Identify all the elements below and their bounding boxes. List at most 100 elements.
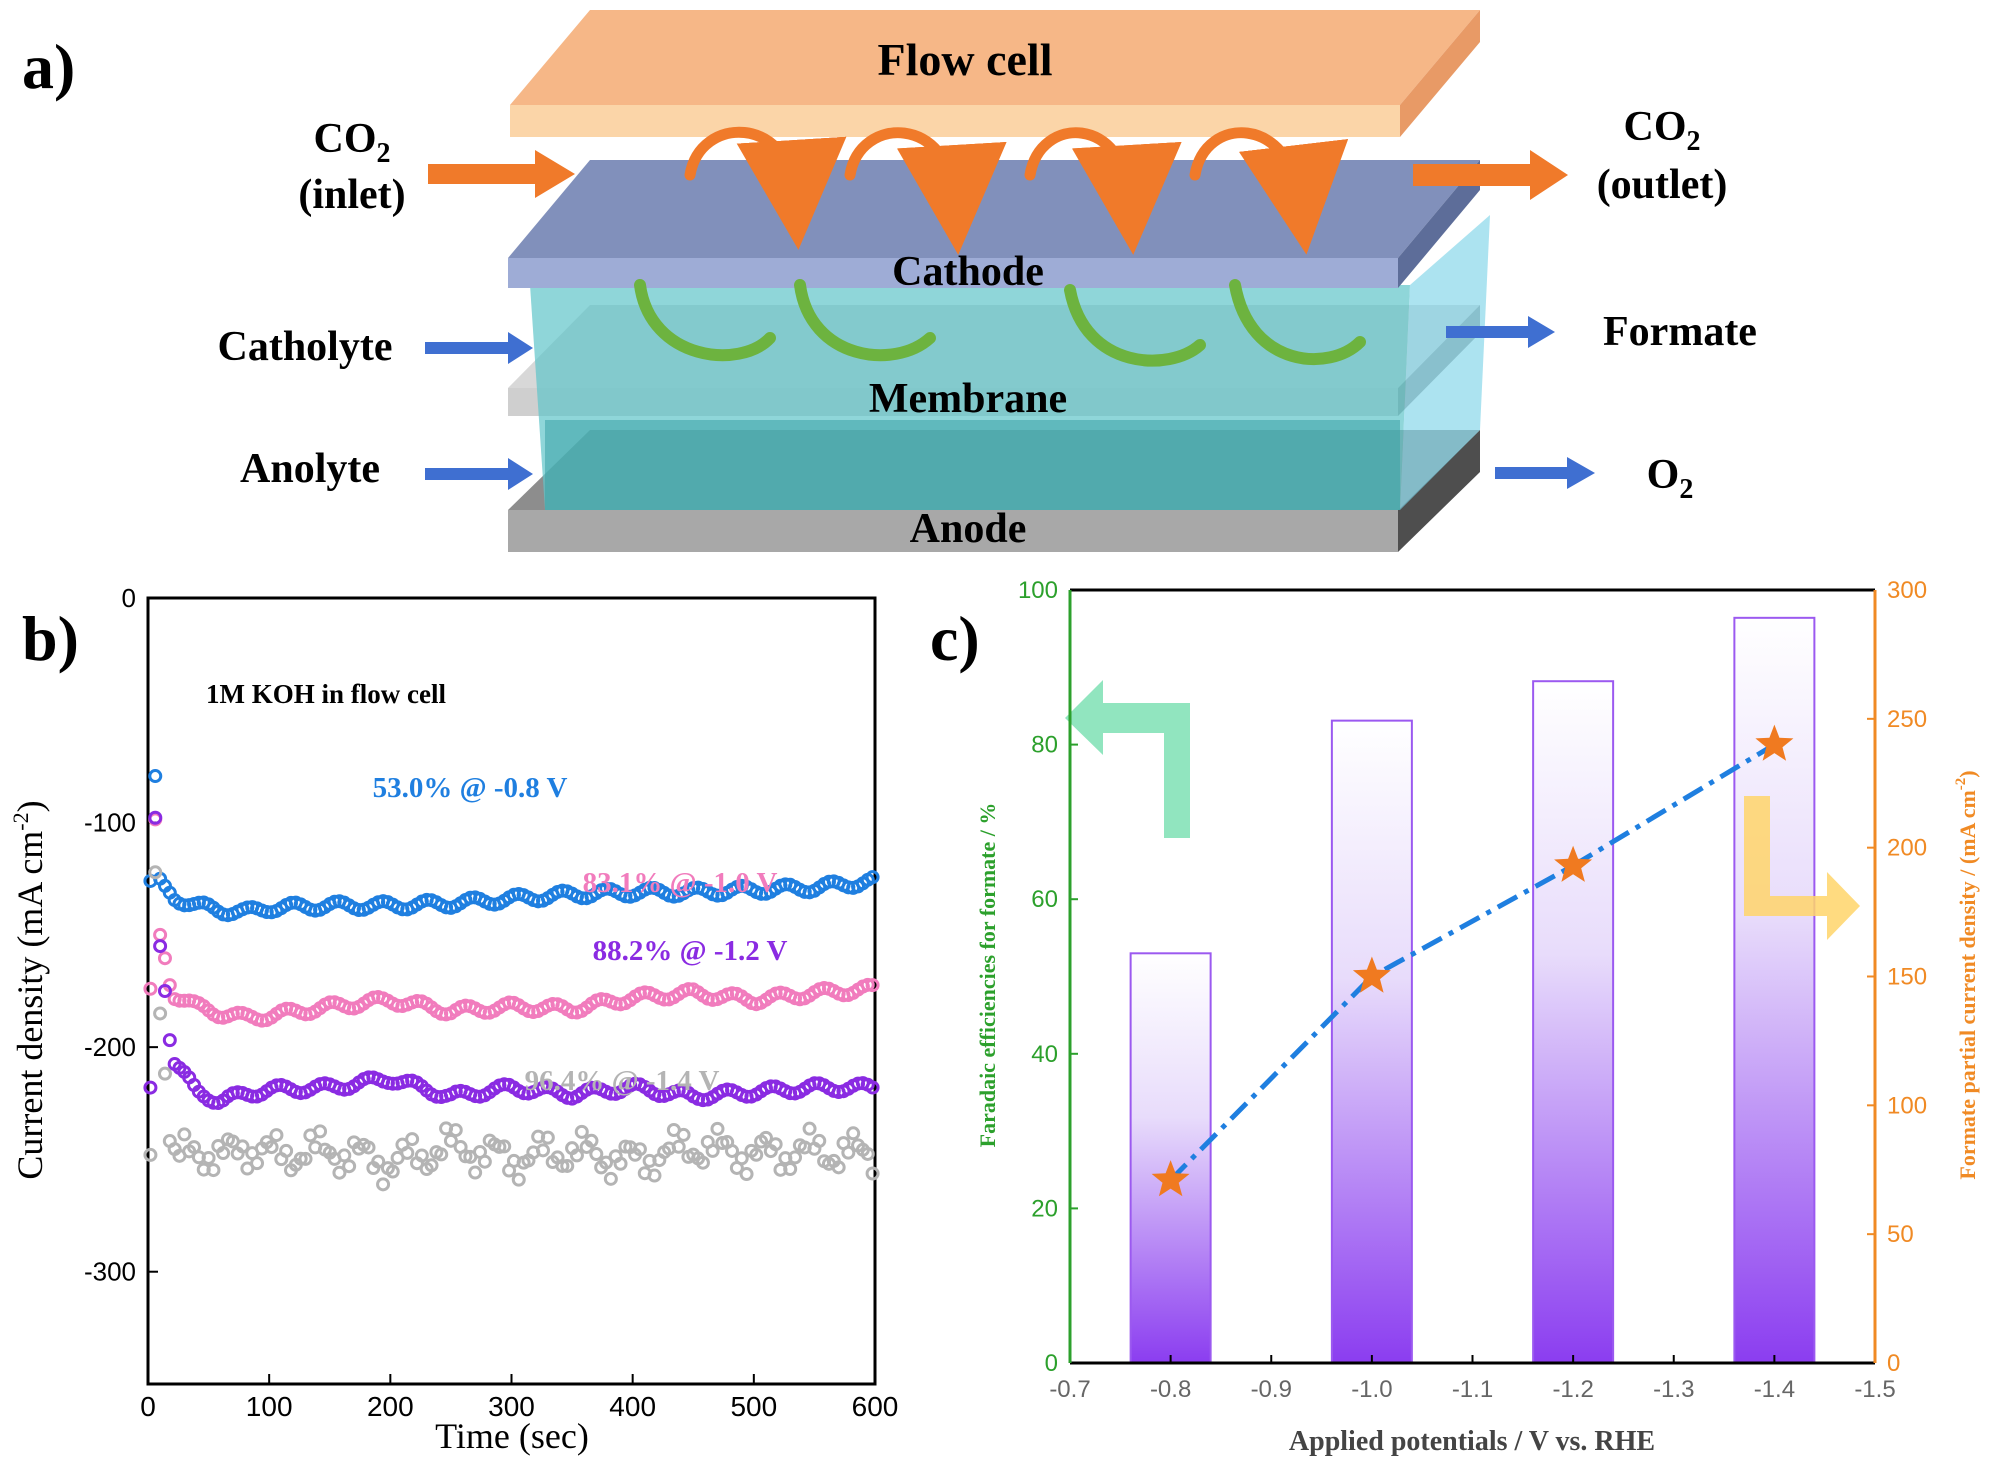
partial-current-marker: [1554, 845, 1593, 882]
series-2-point: [143, 1080, 158, 1095]
fe-bar: [1129, 952, 1212, 1364]
series-3-point: [739, 1167, 754, 1182]
co2-outlet-label: CO2: [1624, 104, 1701, 157]
series-3-point: [865, 1166, 880, 1181]
series-1-point: [157, 951, 172, 966]
co2-outlet-note: (outlet): [1597, 162, 1728, 208]
series-3-point: [201, 1150, 216, 1165]
membrane-label: Membrane: [869, 376, 1067, 422]
plot-b-ylabel-close: ): [10, 800, 50, 812]
series-3-point: [143, 1147, 158, 1162]
plot-c-xtick-label: -1.5: [1854, 1376, 1895, 1403]
series-3-point: [342, 1159, 357, 1174]
series-3-point: [783, 1162, 798, 1177]
series-2-point: [153, 939, 168, 954]
series-3-point: [269, 1128, 284, 1143]
green-curve-arrow-3: [1064, 284, 1206, 367]
plot-b-ytick-label: 0: [122, 583, 136, 613]
plot-b-series: 53.0% @ -0.8 V 83.1% @ -1.0 V 88.2% @ -1.2…: [143, 769, 880, 1192]
plot-c-ylabel-right: Formate partial current density / (mA cm…: [1953, 770, 1980, 1179]
plot-c-xtick-label: -0.8: [1150, 1376, 1191, 1403]
o2-main: O: [1647, 452, 1680, 498]
series-3-point: [603, 1171, 618, 1186]
series-3: 96.4% @ -1.4 V: [143, 865, 880, 1192]
plot-c-yright-tick-label: 150: [1887, 964, 1927, 991]
plot-c-yleft-tick-label: 40: [1031, 1041, 1058, 1068]
series-3-point: [337, 1148, 352, 1163]
series-3-point: [831, 1160, 846, 1175]
series-3-point: [725, 1143, 740, 1158]
plot-b-xtick-label: 400: [609, 1391, 656, 1422]
series-3-point: [250, 1156, 265, 1171]
series-1-point: [865, 978, 880, 993]
co2-outlet-sub: 2: [1687, 126, 1701, 157]
series-3-point: [177, 1127, 192, 1142]
series-0: 53.0% @ -0.8 V: [143, 769, 880, 923]
series-2-label: 88.2% @ -1.2 V: [593, 935, 788, 967]
series-3-point: [812, 1133, 827, 1148]
series-3-point: [206, 1163, 221, 1178]
plot-c-line: [1151, 724, 1794, 1197]
series-0-point: [865, 870, 880, 885]
series-3-point: [443, 1133, 458, 1148]
series-3-point: [788, 1150, 803, 1165]
panel-b: b) 0 100 200 300 400 500 600 0 -100 -200 -300 53.0…: [8, 583, 898, 1456]
catholyte-arrow: [425, 332, 533, 364]
anolyte-label: Anolyte: [240, 446, 380, 492]
plot-c-xtick-label: -1.4: [1754, 1376, 1795, 1403]
plot-c-xtick-label: -1.1: [1452, 1376, 1493, 1403]
series-3-point: [216, 1146, 231, 1161]
partial-current-marker: [1755, 724, 1794, 761]
series-0-point: [148, 769, 163, 784]
fe-bar: [1330, 719, 1413, 1364]
plot-c-yleft-tick-label: 80: [1031, 732, 1058, 759]
co2-inlet-note: (inlet): [298, 172, 405, 218]
series-1: 83.1% @ -1.0 V: [143, 812, 880, 1028]
plot-b-xtick-label: 200: [367, 1391, 414, 1422]
panel-c: c) -0.7 -0.8 -0.9 -1.0 -1.1 -1.2 -1.3 -1.4 -1.50…: [930, 577, 1980, 1457]
o2-sub: 2: [1679, 474, 1693, 505]
right-axis-direction-arrow: [1744, 796, 1860, 940]
plot-c-yleft-tick-label: 100: [1018, 577, 1058, 604]
series-2-point: [157, 984, 172, 998]
plot-b-xlabel: Time (sec): [435, 1416, 589, 1456]
panel-c-label: c): [930, 603, 980, 674]
plot-b-xtick-label: 100: [246, 1391, 293, 1422]
series-3-point: [710, 1121, 725, 1136]
series-3-point: [758, 1130, 773, 1145]
anode-label: Anode: [910, 506, 1027, 552]
co2-inlet-arrow: [428, 150, 575, 198]
fe-bar: [1532, 680, 1615, 1364]
catholyte-label: Catholyte: [218, 324, 393, 370]
co2-outlet-main: CO: [1624, 104, 1687, 150]
plot-b-annotation: 1M KOH in flow cell: [206, 679, 446, 709]
series-3-point: [293, 1151, 308, 1166]
series-3-point: [574, 1124, 589, 1139]
plot-c-yright-tick-label: 50: [1887, 1221, 1914, 1248]
plot-c-ticks: -0.7 -0.8 -0.9 -1.0 -1.1 -1.2 -1.3 -1.4 -1.50204…: [1018, 577, 1927, 1403]
series-3-point: [569, 1148, 584, 1163]
partial-current-marker: [1352, 956, 1391, 993]
plot-b-frame: [146, 596, 877, 1386]
series-2-point: [162, 1033, 177, 1048]
series-3-point: [235, 1139, 250, 1154]
series-3-point: [448, 1123, 463, 1138]
plot-b-ytick-label: -200: [84, 1032, 136, 1062]
plot-c-xlabel: Applied potentials / V vs. RHE: [1289, 1426, 1655, 1457]
series-2: 88.2% @ -1.2 V: [143, 810, 880, 1111]
plot-c-yleft-tick-label: 20: [1031, 1195, 1058, 1222]
co2-curve-arrow-1: [684, 126, 847, 250]
series-3-point: [676, 1127, 691, 1142]
series-3-point: [157, 1066, 172, 1081]
series-2-point: [865, 1080, 880, 1095]
plot-b-ylabel: Current density (mA cm-2): [8, 800, 50, 1179]
series-3-point: [536, 1143, 551, 1158]
series-3-point: [768, 1137, 783, 1152]
cathode-label: Cathode: [892, 249, 1044, 295]
plot-c-yleft-tick-label: 60: [1031, 886, 1058, 913]
series-3-point: [405, 1132, 420, 1147]
series-3-point: [540, 1130, 555, 1145]
series-0-label: 53.0% @ -0.8 V: [373, 772, 568, 804]
plot-c-ylabel-left: Faradaic efficiencies for formate / %: [975, 803, 1000, 1148]
